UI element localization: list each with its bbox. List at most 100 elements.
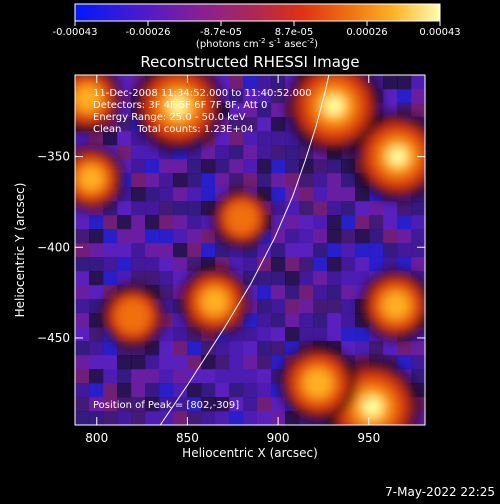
y-tick-label: −400 xyxy=(37,240,70,254)
texture-cell xyxy=(355,215,370,230)
texture-cell xyxy=(411,257,425,272)
texture-cell xyxy=(243,369,258,384)
texture-cell xyxy=(117,257,132,272)
texture-cell xyxy=(173,243,188,258)
texture-cell xyxy=(313,187,328,202)
texture-cell xyxy=(369,243,384,258)
texture-cell xyxy=(271,243,286,258)
colorbar-tick-label: 8.7e-05 xyxy=(275,27,313,38)
texture-cell xyxy=(411,201,425,216)
texture-cell xyxy=(369,229,384,244)
source-bright xyxy=(304,369,332,398)
texture-cell xyxy=(215,145,230,160)
texture-cell xyxy=(215,397,230,412)
source-bright xyxy=(202,289,228,315)
texture-cell xyxy=(271,341,286,356)
texture-cell xyxy=(131,229,146,244)
texture-cell xyxy=(313,285,328,300)
texture-cell xyxy=(215,159,230,174)
texture-cell xyxy=(397,243,412,258)
texture-cell xyxy=(271,187,286,202)
texture-cell xyxy=(117,145,132,160)
texture-cell xyxy=(341,159,356,174)
texture-cell xyxy=(201,411,216,425)
x-axis-label: Heliocentric X (arcsec) xyxy=(182,446,318,460)
chart-title: Reconstructed RHESSI Image xyxy=(140,53,359,71)
texture-cell xyxy=(159,201,174,216)
texture-cell xyxy=(131,131,146,146)
texture-cell xyxy=(229,383,244,398)
texture-cell xyxy=(117,411,132,425)
texture-cell xyxy=(103,383,118,398)
texture-cell xyxy=(299,159,314,174)
clean-counts-text: Clean Total counts: 1.23E+04 xyxy=(93,124,253,135)
texture-cell xyxy=(257,131,272,146)
texture-cell xyxy=(103,341,118,356)
texture-cell xyxy=(299,271,314,286)
texture-cell xyxy=(257,341,272,356)
texture-cell xyxy=(257,355,272,370)
texture-cell xyxy=(243,131,258,146)
texture-cell xyxy=(257,103,272,118)
texture-cell xyxy=(229,145,244,160)
texture-cell xyxy=(75,257,90,272)
colorbar-tick-label: 0.00043 xyxy=(419,27,460,38)
texture-cell xyxy=(411,229,425,244)
texture-cell xyxy=(229,397,244,412)
texture-cell xyxy=(383,89,398,104)
texture-cell xyxy=(243,327,258,342)
plot-frame xyxy=(74,74,426,426)
texture-cell xyxy=(369,215,384,230)
texture-cell xyxy=(327,271,342,286)
texture-cell xyxy=(117,215,132,230)
y-axis-label: Heliocentric Y (arcsec) xyxy=(13,183,27,318)
texture-cell xyxy=(187,341,202,356)
texture-cell xyxy=(145,145,160,160)
texture-cell xyxy=(145,369,160,384)
texture-cell xyxy=(159,327,174,342)
texture-cell xyxy=(215,341,230,356)
texture-cell xyxy=(89,229,104,244)
texture-cell xyxy=(243,89,258,104)
texture-cell xyxy=(103,355,118,370)
source-core xyxy=(324,96,344,116)
colorbar-tick-label: -0.00043 xyxy=(53,27,98,38)
texture-cell xyxy=(341,341,356,356)
x-tick-label: 850 xyxy=(176,431,199,445)
texture-cell xyxy=(75,327,90,342)
texture-cell xyxy=(159,285,174,300)
texture-cell xyxy=(369,201,384,216)
texture-cell xyxy=(285,159,300,174)
texture-cell xyxy=(159,341,174,356)
texture-cell xyxy=(243,117,258,132)
texture-cell xyxy=(257,383,272,398)
texture-cell xyxy=(159,369,174,384)
texture-cell xyxy=(299,173,314,188)
texture-cell xyxy=(173,369,188,384)
texture-cell xyxy=(411,369,425,384)
texture-cell xyxy=(299,145,314,160)
texture-cell xyxy=(411,215,425,230)
texture-cell xyxy=(397,341,412,356)
texture-cell xyxy=(383,243,398,258)
colorbar-ticks: -0.00043 -0.00026 -8.7e-05 8.7e-05 0.00026 0.… xyxy=(53,21,461,38)
texture-cell xyxy=(201,173,216,188)
texture-cell xyxy=(271,327,286,342)
texture-cell xyxy=(201,383,216,398)
x-tick-label: 900 xyxy=(267,431,290,445)
texture-cell xyxy=(159,397,174,412)
texture-cell xyxy=(173,411,188,425)
texture-cell xyxy=(243,159,258,174)
texture-cell xyxy=(243,313,258,328)
texture-cell xyxy=(173,201,188,216)
texture-cell xyxy=(187,201,202,216)
texture-cell xyxy=(187,355,202,370)
texture-cell xyxy=(187,173,202,188)
image-area xyxy=(75,75,425,425)
texture-cell xyxy=(355,243,370,258)
texture-cell xyxy=(243,355,258,370)
texture-cell xyxy=(271,229,286,244)
texture-cell xyxy=(271,215,286,230)
texture-cell xyxy=(327,173,342,188)
